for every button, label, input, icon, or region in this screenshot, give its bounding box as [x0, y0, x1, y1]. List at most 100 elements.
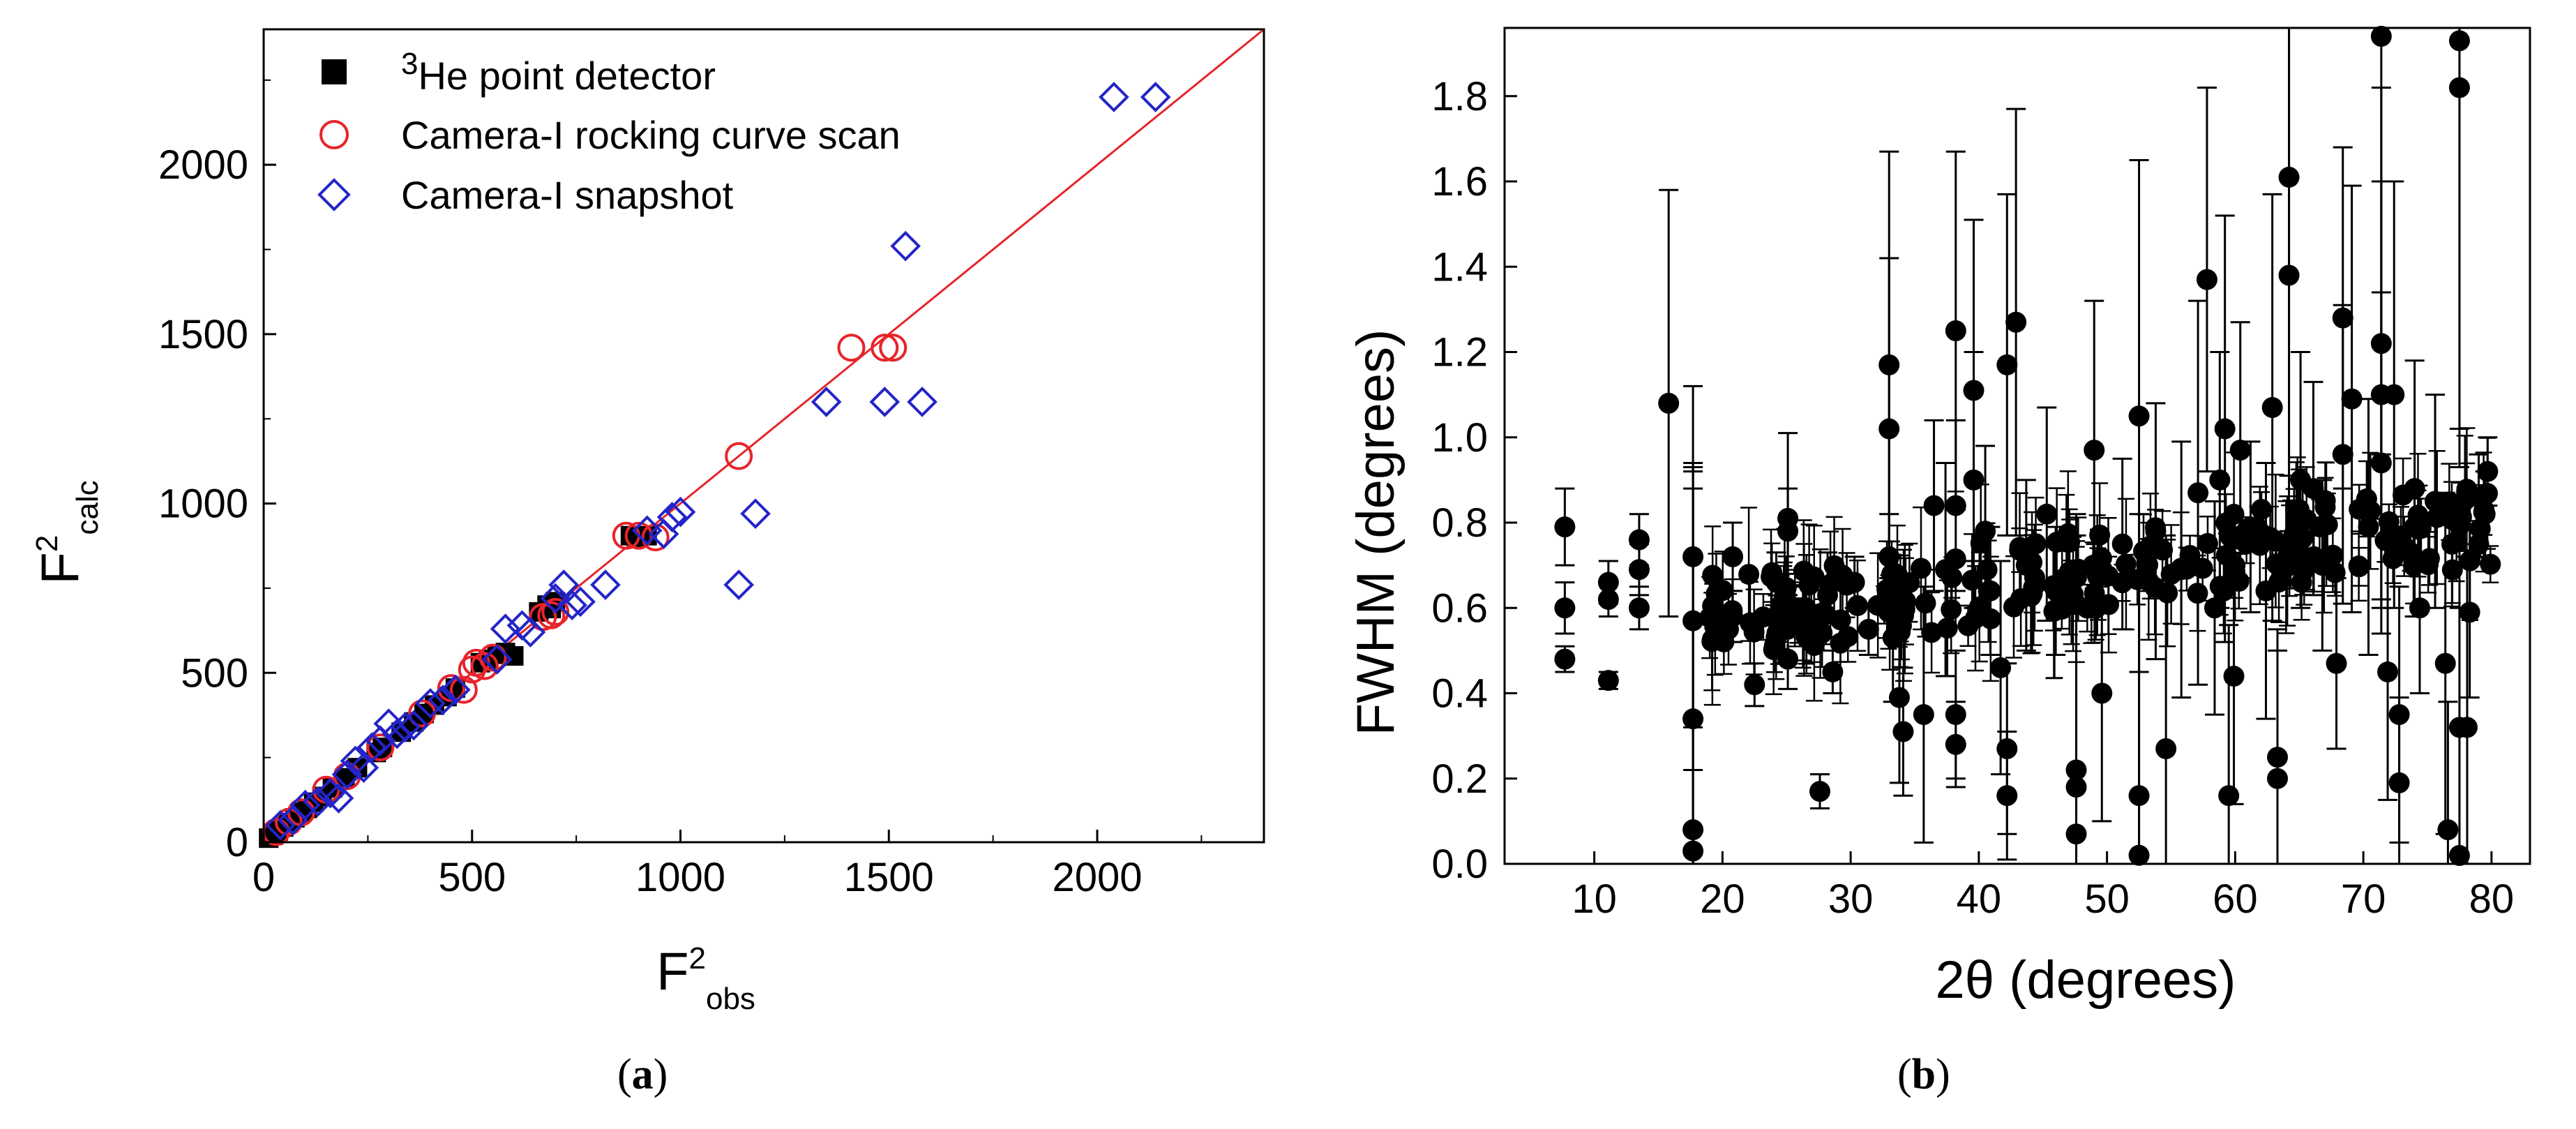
panel-b-plot-frame — [1503, 27, 2531, 865]
panel-a-legend: 3He point detector Camera-I rocking curv… — [317, 47, 901, 217]
snapshot-point — [331, 759, 363, 790]
y-tick-label: 1.0 — [1431, 415, 1488, 461]
fwhm-point — [2236, 533, 2257, 555]
snapshot-point — [289, 789, 321, 821]
panel-a-data-points — [259, 82, 1171, 848]
fwhm-point — [2209, 576, 2231, 597]
snapshot-point — [356, 732, 388, 763]
fwhm-point — [1744, 674, 1765, 696]
fwhm-point — [1628, 559, 1650, 581]
fwhm-point — [1701, 629, 1723, 650]
fwhm-point — [1597, 670, 1619, 691]
fwhm-point — [2374, 530, 2396, 551]
rocking-curve-point — [541, 597, 570, 626]
panel-a-caption: (a) — [617, 1051, 668, 1098]
fwhm-point — [1803, 566, 1825, 588]
fwhm-point — [2456, 481, 2478, 503]
y-tick-label: 0.0 — [1431, 842, 1488, 887]
x-tick-label: 1500 — [844, 855, 934, 900]
fwhm-point — [2192, 558, 2213, 579]
y-tick-label: 1.2 — [1431, 330, 1488, 375]
fwhm-point — [2187, 482, 2209, 504]
fwhm-point — [2005, 311, 2027, 333]
x-tick-label: 50 — [2084, 876, 2130, 922]
fwhm-point — [1976, 559, 1998, 581]
fwhm-point — [1837, 626, 1859, 648]
legend-marker-rocking — [319, 120, 349, 149]
y-tick-label: 1.8 — [1431, 74, 1488, 119]
fwhm-point — [2437, 819, 2459, 841]
fwhm-point — [1961, 569, 1983, 591]
rocking-curve-point — [871, 334, 899, 362]
snapshot-point — [323, 783, 354, 814]
fwhm-point — [1830, 609, 1851, 631]
fwhm-point — [1858, 618, 1879, 640]
fwhm-point — [2418, 548, 2440, 569]
fwhm-point — [1921, 622, 1943, 643]
y-tick-label: 1.6 — [1431, 159, 1488, 204]
panel-b-y-axis-label: FWHM (degrees) — [1346, 329, 1406, 736]
x-tick-label: 70 — [2341, 876, 2386, 922]
fwhm-point — [2460, 550, 2481, 571]
legend-label-he: 3He point detector — [401, 47, 716, 98]
snapshot-point — [515, 617, 546, 648]
snapshot-point — [723, 569, 754, 600]
fwhm-point — [1978, 581, 1999, 602]
snapshot-point — [315, 777, 346, 809]
x-tick-label: 60 — [2213, 876, 2258, 922]
fwhm-point — [1936, 618, 1958, 639]
x-tick-label: 80 — [2469, 876, 2515, 922]
x-tick-label: 10 — [1572, 876, 1617, 922]
fwhm-point — [1887, 564, 1908, 586]
fwhm-point — [1554, 516, 1576, 538]
fwhm-point — [1712, 580, 1733, 601]
snapshot-point — [740, 498, 771, 529]
fwhm-point — [2115, 553, 2137, 575]
fwhm-point — [2247, 517, 2268, 539]
legend-label-rocking: Camera-I rocking curve scan — [401, 113, 901, 157]
rocking-curve-point — [366, 733, 395, 762]
snapshot-point — [440, 674, 471, 705]
fwhm-point — [2152, 539, 2174, 561]
legend-marker-he — [322, 59, 347, 84]
fwhm-point — [2278, 264, 2300, 286]
fwhm-point — [1793, 611, 1814, 632]
fwhm-point — [1722, 546, 1744, 567]
fwhm-point — [2404, 516, 2425, 538]
legend-marker-snapshot — [317, 178, 351, 211]
panel-a-y-axis-label: F2calc — [30, 480, 105, 584]
fwhm-point — [1836, 574, 1858, 596]
fwhm-point — [1738, 564, 1760, 585]
y-tick-label: 0.2 — [1431, 756, 1488, 802]
rocking-curve-point — [879, 334, 907, 362]
snapshot-point — [1099, 82, 1129, 112]
snapshot-point — [907, 387, 937, 417]
fwhm-point — [2426, 507, 2448, 528]
fwhm-point — [2155, 738, 2177, 759]
fwhm-point — [1941, 567, 1963, 588]
x-tick-label: 0 — [253, 855, 275, 900]
fwhm-point — [2448, 845, 2470, 866]
fwhm-point — [1658, 392, 1680, 414]
x-tick-label: 1000 — [635, 855, 725, 900]
fwhm-point — [1597, 589, 1619, 611]
panel-b-caption: (b) — [1897, 1051, 1950, 1098]
fwhm-point — [1795, 627, 1817, 648]
snapshot-point — [490, 613, 521, 645]
rocking-curve-point — [537, 601, 566, 629]
rocking-curve-point — [470, 652, 499, 680]
fwhm-point — [1965, 608, 1987, 629]
fwhm-point — [2468, 533, 2490, 555]
fwhm-point — [2393, 484, 2414, 506]
fwhm-point — [2091, 682, 2113, 704]
snapshot-point — [869, 387, 901, 417]
fwhm-point — [2214, 418, 2236, 440]
fwhm-point — [2111, 533, 2133, 555]
fwhm-point — [2223, 503, 2245, 525]
fwhm-point — [2388, 772, 2410, 793]
panel-a-scatter-chart: 0 500 1000 1500 2000 0 500 1000 1500 2000 3He poi… — [30, 28, 1265, 1098]
x-tick-label: 500 — [438, 855, 506, 900]
panel-b-data-points — [1554, 26, 2501, 866]
fwhm-point — [2480, 553, 2501, 575]
